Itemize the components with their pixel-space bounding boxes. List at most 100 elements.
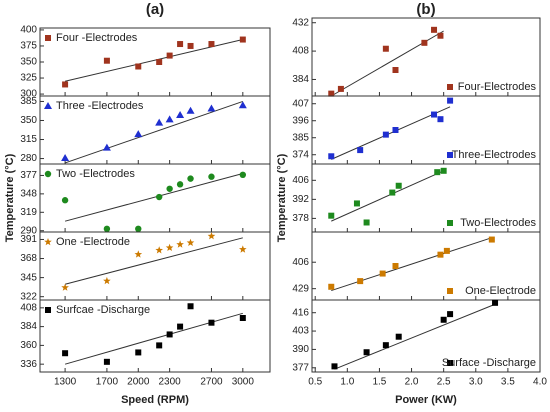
marker (239, 171, 247, 179)
marker (328, 212, 335, 219)
legend-label: Two -Electrodes (56, 168, 135, 180)
marker (44, 238, 52, 246)
y-tick-label: 375 (20, 41, 37, 52)
y-tick-label: 315 (20, 134, 37, 145)
y-tick-label: 416 (292, 307, 309, 318)
marker (176, 111, 185, 119)
y-tick-label: 429 (292, 283, 309, 294)
x-tick-label: 2300 (159, 377, 182, 388)
marker (363, 349, 370, 356)
marker (44, 102, 52, 109)
x-tick-label: 1.0 (340, 377, 354, 388)
marker (392, 67, 399, 73)
y-tick-label: 319 (20, 207, 37, 218)
y-tick-label: 378 (292, 213, 309, 224)
marker (328, 90, 335, 97)
marker (392, 263, 399, 269)
y-tick-label: 377 (292, 362, 309, 373)
trendline (64, 173, 243, 222)
marker (135, 225, 142, 233)
trendline (331, 170, 444, 222)
y-tick-label: 385 (292, 132, 309, 143)
marker (437, 32, 444, 39)
marker (447, 152, 453, 158)
trendline (64, 100, 243, 164)
y-axis-label: Temperature (°C) (4, 153, 16, 242)
marker (102, 143, 111, 151)
y-tick-label: 336 (20, 359, 37, 370)
marker (357, 147, 364, 154)
x-tick-label: 1.5 (372, 377, 386, 388)
marker (186, 238, 195, 246)
x-tick-label: 2.0 (405, 377, 419, 388)
y-tick-label: 408 (292, 46, 309, 57)
panel-frame (311, 299, 541, 373)
marker (379, 270, 386, 277)
marker (328, 153, 335, 160)
marker (353, 200, 360, 207)
panel-title: (b) (416, 1, 435, 18)
y-tick-label: 392 (292, 194, 309, 205)
y-tick-label: 432 (292, 17, 309, 28)
marker (165, 243, 174, 251)
trendline (334, 303, 496, 370)
x-tick-label: 3000 (232, 377, 255, 388)
y-tick-label: 403 (292, 326, 309, 337)
marker (187, 175, 194, 182)
marker (155, 118, 164, 126)
marker (395, 333, 402, 340)
marker (103, 276, 111, 285)
legend-label: Two-Electrodes (460, 217, 536, 229)
marker (187, 42, 194, 49)
marker (61, 154, 70, 162)
y-tick-label: 350 (20, 57, 37, 68)
marker (177, 323, 184, 330)
marker (103, 358, 110, 365)
marker (431, 26, 438, 33)
y-tick-label: 391 (20, 234, 37, 245)
marker (437, 251, 444, 258)
marker (447, 97, 454, 104)
marker (156, 342, 163, 349)
marker (135, 63, 142, 70)
legend-label: Three -Electrodes (56, 100, 144, 112)
legend-label: One-Electrode (465, 285, 536, 297)
marker (440, 167, 447, 174)
marker (382, 342, 389, 349)
marker (440, 316, 447, 323)
x-tick-label: 4.0 (533, 377, 547, 388)
x-axis-label: Power (KW) (395, 394, 457, 406)
marker (239, 36, 246, 43)
marker (447, 311, 454, 318)
marker (207, 232, 216, 240)
marker (166, 52, 173, 59)
marker (61, 197, 69, 204)
marker (207, 104, 216, 112)
y-tick-label: 396 (292, 115, 309, 126)
x-tick-label: 3.5 (501, 377, 515, 388)
marker (155, 193, 163, 201)
marker (45, 35, 51, 41)
y-axis-label: Temperature (°C) (276, 153, 288, 242)
marker (239, 245, 247, 253)
trendline (331, 237, 492, 292)
marker (176, 240, 184, 248)
marker (382, 45, 389, 52)
marker (45, 307, 51, 313)
marker (103, 225, 111, 233)
marker (447, 288, 453, 294)
x-tick-label: 1300 (54, 377, 77, 388)
y-tick-label: 322 (20, 291, 37, 302)
marker (166, 185, 173, 192)
marker (208, 319, 215, 326)
y-tick-label: 368 (20, 253, 37, 264)
marker (208, 173, 215, 180)
y-tick-label: 377 (20, 170, 37, 181)
marker (239, 315, 246, 321)
marker (156, 59, 163, 65)
legend-label: Surface -Discharge (442, 357, 536, 369)
legend-label: Three-Electrodes (452, 149, 537, 161)
marker (134, 250, 143, 258)
x-tick-label: 2.5 (437, 377, 451, 388)
